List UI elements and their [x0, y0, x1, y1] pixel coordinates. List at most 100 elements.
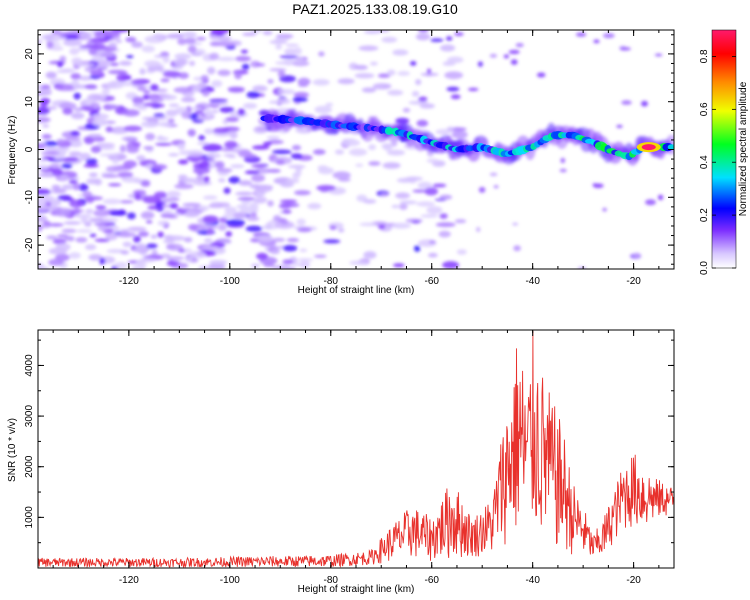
- spectrogram-noise-blob: [392, 263, 405, 268]
- spectrogram-noise-blob: [165, 256, 185, 261]
- spectrogram-noise-blob: [73, 92, 81, 100]
- spectrogram-noise-blob: [42, 156, 55, 160]
- spectrogram-noise-blob: [123, 125, 143, 132]
- spectrogram-noise-blob: [42, 124, 50, 128]
- spectrogram-noise-blob: [102, 105, 123, 110]
- spectrogram-noise-blob: [282, 244, 298, 252]
- snr-xlabel: Height of straight line (km): [298, 584, 415, 595]
- spectrogram-noise-blob: [105, 126, 113, 133]
- spectrogram-noise-blob: [440, 44, 456, 52]
- spectrogram-noise-blob: [280, 220, 289, 226]
- spectrogram-noise-blob: [56, 138, 65, 143]
- spectrogram-noise-blob: [165, 109, 178, 117]
- spectrogram-noise-blob: [59, 174, 69, 181]
- spectrogram-noise-blob: [217, 56, 236, 62]
- spectrogram-noise-blob: [410, 61, 417, 66]
- spectrogram-noise-blob: [168, 153, 180, 157]
- spectrogram-noise-blob: [447, 56, 464, 64]
- spectrogram-noise-blob: [143, 89, 151, 94]
- spectrogram-noise-blob: [57, 61, 64, 68]
- spectrogram-noise-blob: [249, 202, 259, 210]
- spectrogram-noise-blob: [162, 94, 177, 101]
- spectrogram-noise-blob: [83, 191, 90, 197]
- spectrogram-noise-blob: [270, 248, 281, 255]
- spectrogram-noise-blob: [251, 164, 266, 168]
- spectrogram-noise-blob: [119, 60, 132, 66]
- spectrogram-noise-blob: [90, 102, 100, 108]
- spectrogram-noise-blob: [276, 98, 291, 105]
- spectrogram-noise-blob: [429, 240, 436, 244]
- spectrogram-noise-blob: [120, 230, 130, 237]
- spectrogram-noise-blob: [454, 219, 467, 224]
- spectrogram-noise-blob: [411, 220, 421, 224]
- spectrogram-noise-blob: [282, 259, 294, 265]
- spectrogram-noise-blob: [51, 167, 63, 176]
- spectrogram-noise-blob: [90, 37, 110, 43]
- spectrogram-noise-blob: [99, 153, 120, 157]
- spectrogram-noise-blob: [386, 69, 396, 76]
- spectrogram-ytick-label: 20: [24, 48, 35, 60]
- spectrogram-noise-blob: [144, 60, 161, 68]
- snr-series-line: [38, 330, 674, 568]
- spectrogram-ytick-label: -20: [24, 237, 35, 252]
- spectrogram-noise-blob: [169, 202, 179, 209]
- spectrogram-noise-blob: [390, 139, 398, 147]
- spectrogram-noise-blob: [200, 161, 210, 168]
- spectrogram-noise-blob: [454, 32, 464, 37]
- spectrogram-noise-blob: [142, 195, 161, 204]
- spectrogram-noise-blob: [160, 78, 170, 83]
- spectrogram-noise-blob: [392, 49, 409, 56]
- spectrogram-noise-blob: [38, 188, 52, 195]
- spectrogram-noise-blob: [238, 180, 253, 186]
- spectrogram-noise-blob: [51, 184, 61, 190]
- spectrogram-noise-blob: [61, 163, 73, 169]
- spectrogram-noise-blob: [240, 49, 248, 54]
- spectrogram-noise-blob: [209, 98, 228, 103]
- spectrogram-noise-blob: [178, 159, 189, 165]
- spectrogram-noise-blob: [89, 69, 103, 76]
- spectrogram-noise-blob: [216, 168, 233, 173]
- spectrogram-noise-blob: [95, 205, 107, 210]
- spectrogram-noise-blob: [297, 227, 312, 233]
- spectrogram-noise-blob: [39, 88, 52, 96]
- spectrogram-noise-blob: [132, 96, 145, 105]
- spectrogram-noise-blob: [189, 251, 207, 259]
- spectrogram-noise-blob: [198, 265, 212, 269]
- spectrogram-noise-blob: [243, 102, 258, 109]
- spectrogram-noise-blob: [110, 80, 119, 84]
- spectrogram-noise-blob: [52, 36, 67, 40]
- spectrogram-noise-blob: [428, 252, 438, 258]
- spectrogram-noise-blob: [52, 188, 67, 194]
- spectrogram-noise-blob: [246, 216, 260, 222]
- spectrogram-noise-blob: [157, 220, 169, 226]
- spectrogram-noise-blob: [368, 144, 376, 151]
- spectrogram-noise-blob: [196, 36, 206, 41]
- spectrogram-noise-blob: [50, 46, 64, 51]
- spectrogram-xlabel: Height of straight line (km): [298, 285, 415, 296]
- spectrogram-noise-blob: [228, 176, 241, 184]
- snr-chart: -120 -100 -80 -60 -40 -20 1000 2000 3000 4000 Hei…: [7, 329, 675, 595]
- spectrogram-noise-blob: [173, 86, 193, 94]
- colorbar-tick-label: 0.6: [699, 102, 710, 116]
- spectrogram-noise-blob: [489, 172, 498, 177]
- spectrogram-noise-blob: [446, 86, 460, 92]
- spectrogram-noise-blob: [363, 199, 377, 204]
- spectrogram-noise-blob: [181, 177, 198, 183]
- spectrogram-noise-blob: [225, 219, 246, 227]
- spectrogram-noise-blob: [419, 103, 435, 109]
- spectrogram-noise-blob: [296, 258, 314, 262]
- spectrogram-noise-blob: [122, 109, 140, 117]
- spectrogram-noise-blob: [363, 251, 377, 259]
- spectrogram-noise-blob: [284, 62, 294, 66]
- spectrogram-noise-blob: [88, 172, 98, 177]
- spectrogram-noise-blob: [252, 85, 268, 92]
- spectrogram-noise-blob: [430, 38, 444, 42]
- spectrogram-noise-blob: [287, 164, 306, 169]
- spectrogram-noise-blob: [493, 185, 499, 189]
- spectrogram-noise-blob: [93, 31, 102, 38]
- spectrogram-noise-blob: [158, 121, 172, 127]
- spectrogram-noise-blob: [78, 75, 93, 81]
- spectrogram-noise-blob: [242, 32, 257, 36]
- spectrogram-ridge-core: [667, 144, 674, 150]
- spectrogram-noise-blob: [267, 169, 281, 173]
